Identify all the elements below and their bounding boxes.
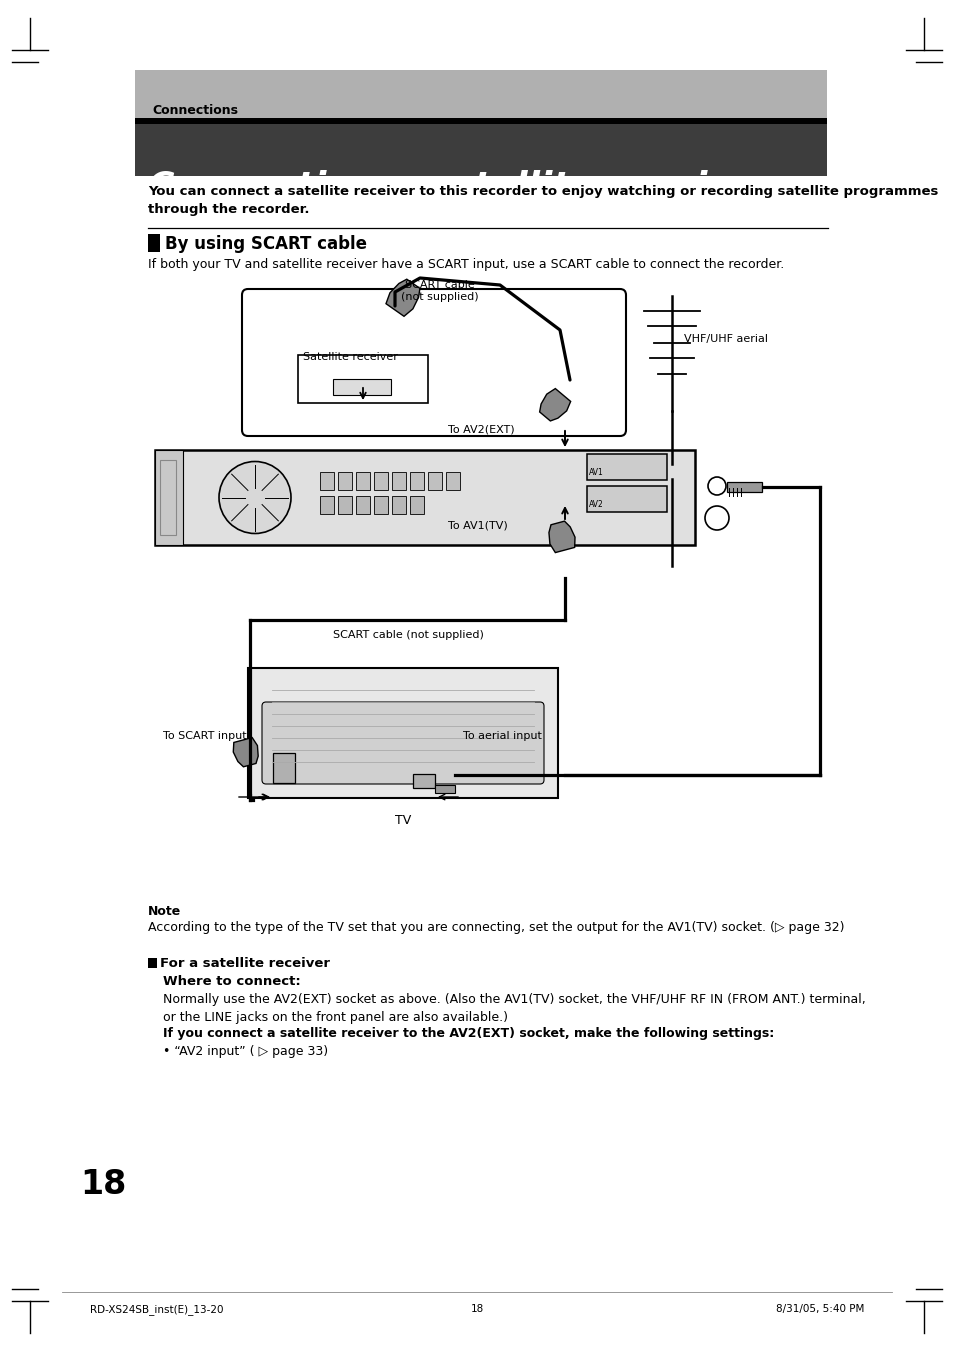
Bar [135, 124, 826, 176]
Text: Connecting a satellite receiver: Connecting a satellite receiver [148, 170, 773, 204]
Circle shape [707, 477, 725, 494]
Text: 18: 18 [470, 1304, 483, 1315]
Text: • “AV2 input” ( ▷ page 33): • “AV2 input” ( ▷ page 33) [163, 1046, 328, 1058]
Bar [148, 958, 157, 969]
Text: 18: 18 [80, 1169, 126, 1201]
Text: To AV1(TV): To AV1(TV) [448, 520, 507, 530]
Bar [374, 496, 388, 513]
Bar [337, 496, 352, 513]
Bar [446, 471, 459, 490]
Text: You can connect a satellite receiver to this recorder to enjoy watching or recor: You can connect a satellite receiver to … [148, 185, 938, 216]
Bar [148, 234, 160, 253]
FancyBboxPatch shape [242, 289, 625, 436]
Polygon shape [386, 280, 419, 316]
Bar [333, 380, 391, 394]
Text: For a satellite receiver: For a satellite receiver [160, 957, 330, 970]
Bar [337, 471, 352, 490]
Bar [273, 753, 294, 784]
Bar [392, 496, 406, 513]
Text: AV2: AV2 [588, 500, 603, 509]
Bar [410, 471, 423, 490]
Text: According to the type of the TV set that you are connecting, set the output for : According to the type of the TV set that… [148, 921, 843, 934]
Bar [355, 471, 370, 490]
FancyBboxPatch shape [262, 703, 543, 784]
Text: Normally use the AV2(EXT) socket as above. (Also the AV1(TV) socket, the VHF/UHF: Normally use the AV2(EXT) socket as abov… [163, 993, 864, 1024]
Text: RD-XS24SB_inst(E)_13-20: RD-XS24SB_inst(E)_13-20 [90, 1304, 223, 1315]
Bar [154, 450, 183, 544]
Bar [135, 70, 826, 118]
Text: By using SCART cable: By using SCART cable [165, 235, 367, 253]
Text: AV1: AV1 [588, 467, 603, 477]
Circle shape [219, 462, 291, 534]
Text: Note: Note [148, 905, 181, 917]
Circle shape [704, 507, 728, 530]
Bar [319, 471, 334, 490]
Text: VHF/UHF aerial: VHF/UHF aerial [683, 334, 767, 345]
Bar [355, 496, 370, 513]
Bar [665, 463, 678, 478]
Text: To SCART input: To SCART input [163, 731, 247, 740]
Text: If both your TV and satellite receiver have a SCART input, use a SCART cable to : If both your TV and satellite receiver h… [148, 258, 783, 272]
Text: To aerial input: To aerial input [462, 731, 541, 740]
Bar [374, 471, 388, 490]
Text: TV: TV [395, 815, 411, 827]
Bar [586, 486, 666, 512]
Bar [154, 450, 695, 544]
Bar [248, 667, 558, 798]
Polygon shape [548, 521, 575, 553]
Bar [160, 459, 175, 535]
Bar [135, 118, 826, 124]
Bar [413, 774, 435, 788]
Bar [319, 496, 334, 513]
Bar [392, 471, 406, 490]
Text: Satellite receiver: Satellite receiver [303, 353, 397, 362]
Text: SCART cable (not supplied): SCART cable (not supplied) [333, 630, 483, 640]
Text: To AV2(EXT): To AV2(EXT) [448, 426, 514, 435]
Polygon shape [539, 389, 570, 422]
Polygon shape [233, 738, 258, 767]
Text: 8/31/05, 5:40 PM: 8/31/05, 5:40 PM [775, 1304, 863, 1315]
Text: If you connect a satellite receiver to the AV2(EXT) socket, make the following s: If you connect a satellite receiver to t… [163, 1027, 774, 1040]
Bar [428, 471, 441, 490]
Bar [435, 785, 455, 793]
Text: Connections: Connections [152, 104, 237, 118]
Bar [297, 355, 428, 403]
Bar [726, 482, 761, 492]
Bar [410, 496, 423, 513]
Bar [586, 454, 666, 480]
Text: Where to connect:: Where to connect: [163, 975, 300, 988]
Text: SCART cable
(not supplied): SCART cable (not supplied) [401, 280, 478, 301]
